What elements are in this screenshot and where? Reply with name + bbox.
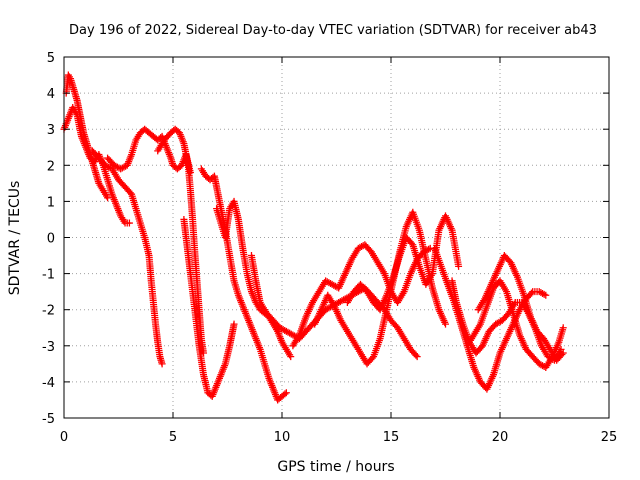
x-tick-label: 15 (383, 430, 400, 445)
data-point-marker (559, 349, 567, 357)
series-sat-g (197, 165, 290, 404)
x-tick-label: 10 (274, 430, 291, 445)
y-tick-label: -1 (42, 268, 55, 283)
data-point-marker (125, 219, 133, 227)
y-tick-label: -3 (42, 340, 55, 355)
data-point-marker (455, 262, 463, 270)
x-tick-label: 5 (169, 430, 177, 445)
data-point-marker (281, 390, 289, 398)
data-point-marker (158, 360, 166, 368)
series-sat-c (88, 147, 166, 368)
series-sat-l (343, 212, 463, 314)
data-point-marker (527, 289, 535, 297)
data-point-marker (126, 189, 134, 197)
y-tick-label: 1 (47, 195, 55, 210)
y-axis-label: SDTVAR / TECUs (7, 181, 23, 296)
series-sat-a (62, 71, 112, 202)
data-point-marker (558, 350, 566, 358)
series-sat-f (180, 215, 238, 400)
series-sat-j (289, 241, 434, 350)
series-sat-o (463, 277, 567, 371)
data-points (60, 71, 567, 404)
y-tick-label: 3 (47, 123, 55, 138)
x-axis-label: GPS time / hours (277, 459, 394, 475)
x-tick-label: 25 (601, 430, 618, 445)
data-point-marker (230, 320, 238, 328)
data-point-marker (542, 291, 550, 299)
y-tick-label: -5 (42, 412, 55, 427)
data-point-marker (412, 351, 420, 359)
data-point-marker (282, 389, 290, 397)
y-tick-label: 5 (47, 51, 55, 66)
data-point-marker (559, 324, 567, 332)
y-tick-label: -4 (42, 376, 55, 391)
data-point-marker (540, 290, 548, 298)
y-tick-label: 4 (47, 87, 55, 102)
data-point-marker (287, 353, 295, 361)
series-sat-h (213, 197, 295, 361)
series-sat-p (474, 252, 567, 364)
chart-title: Day 196 of 2022, Sidereal Day-to-day VTE… (69, 23, 597, 38)
y-tick-label: 0 (47, 232, 55, 247)
axis-ticks: 0 5 10 15 20 25 -5 -4 -3 -2 -1 0 1 2 3 4 5 (42, 51, 617, 445)
series-sat-k (311, 208, 449, 368)
y-tick-label: -2 (42, 304, 55, 319)
y-tick-label: 2 (47, 159, 55, 174)
data-point-marker (413, 353, 421, 361)
x-tick-label: 0 (60, 430, 68, 445)
x-tick-label: 20 (492, 430, 509, 445)
series-sat-d (104, 125, 194, 177)
data-point-marker (442, 320, 449, 328)
